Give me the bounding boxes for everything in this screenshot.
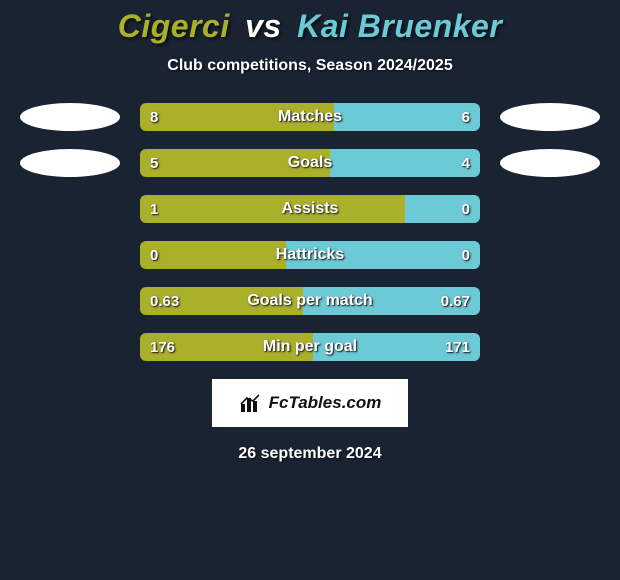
vs-label: vs: [245, 8, 282, 44]
logo-badge: FcTables.com: [212, 379, 408, 427]
metric-label: Hattricks: [140, 241, 480, 269]
bars-icon: [239, 392, 263, 414]
subtitle: Club competitions, Season 2024/2025: [0, 57, 620, 75]
stat-bar: 00Hattricks: [140, 241, 480, 269]
player2-marker: [500, 103, 600, 131]
metric-label: Assists: [140, 195, 480, 223]
brand-text: FcTables.com: [269, 393, 382, 413]
stat-bar: 10Assists: [140, 195, 480, 223]
stat-row: 86Matches: [0, 103, 620, 131]
metric-label: Goals: [140, 149, 480, 177]
player1-name: Cigerci: [118, 8, 230, 44]
player1-marker: [20, 149, 120, 177]
metric-label: Goals per match: [140, 287, 480, 315]
stat-row: 10Assists: [0, 195, 620, 223]
stat-bar: 0.630.67Goals per match: [140, 287, 480, 315]
stat-bar: 54Goals: [140, 149, 480, 177]
player2-marker: [500, 149, 600, 177]
metric-label: Min per goal: [140, 333, 480, 361]
title: Cigerci vs Kai Bruenker: [0, 8, 620, 45]
stat-row: 00Hattricks: [0, 241, 620, 269]
comparison-card: Cigerci vs Kai Bruenker Club competition…: [0, 0, 620, 463]
player1-marker: [20, 103, 120, 131]
player2-name: Kai Bruenker: [297, 8, 502, 44]
date: 26 september 2024: [0, 445, 620, 463]
stat-row: 176171Min per goal: [0, 333, 620, 361]
stat-row: 54Goals: [0, 149, 620, 177]
stat-bar: 176171Min per goal: [140, 333, 480, 361]
metric-label: Matches: [140, 103, 480, 131]
stats-rows: 86Matches 54Goals 10Assists 00Hattricks 0.63…: [0, 103, 620, 361]
stat-bar: 86Matches: [140, 103, 480, 131]
stat-row: 0.630.67Goals per match: [0, 287, 620, 315]
